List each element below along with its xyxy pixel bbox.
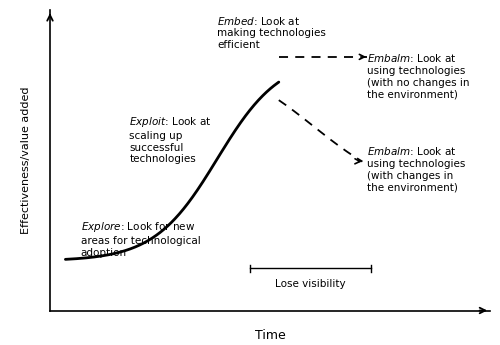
Text: $\bf\it{Exploit}$: Look at
scaling up
successful
technologies: $\bf\it{Exploit}$: Look at scaling up su… xyxy=(129,115,212,164)
Text: $\bf\it{Embed}$: Look at
making technologies
efficient: $\bf\it{Embed}$: Look at making technolo… xyxy=(217,15,326,50)
Text: $\bf\it{Embalm}$: Look at
using technologies
(with changes in
the environment): $\bf\it{Embalm}$: Look at using technolo… xyxy=(367,146,465,192)
Text: $\bf\it{Embalm}$: Look at
using technologies
(with no changes in
the environment: $\bf\it{Embalm}$: Look at using technolo… xyxy=(367,52,470,99)
Text: $\bf\it{Explore}$: Look for new
areas for technological
adoption: $\bf\it{Explore}$: Look for new areas fo… xyxy=(81,220,200,258)
Text: Time: Time xyxy=(254,328,286,342)
Text: Effectiveness/value added: Effectiveness/value added xyxy=(21,87,31,234)
Text: Lose visibility: Lose visibility xyxy=(276,279,346,289)
